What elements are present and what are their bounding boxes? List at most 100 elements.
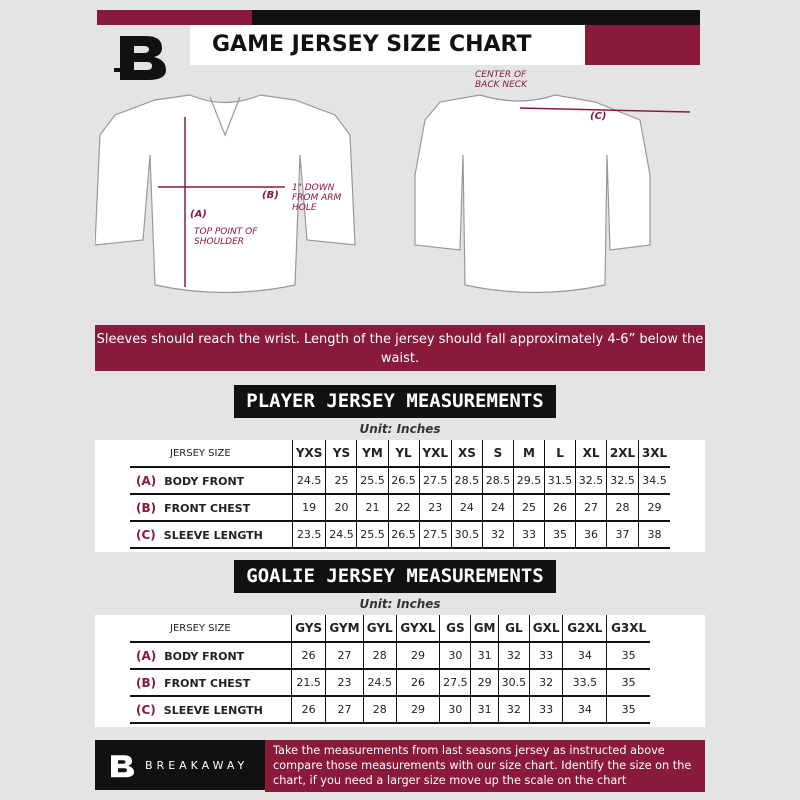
row-label: (C) SLEEVE LENGTH (130, 696, 292, 724)
table-row: (B) FRONT CHEST 19 20 21 22 23 24 24 25 26 27 28 29 (130, 494, 670, 522)
goalie-size-table: JERSEY SIZE GYS GYM GYL GYXL GS GM GL GXL G2XL G3X… (130, 615, 650, 724)
table-cell: 32 (497, 642, 530, 670)
row-name: BODY FRONT (164, 649, 245, 663)
table-cell: 31.5 (543, 467, 576, 495)
table-cell: 22 (387, 494, 420, 522)
footer-note: Take the measurements from last seasons … (265, 740, 705, 792)
row-name: SLEEVE LENGTH (163, 703, 263, 717)
table-cell: 23 (325, 669, 364, 697)
table-cell: 30.5 (497, 669, 530, 697)
size-column-header: GM (470, 615, 499, 643)
row-name: FRONT CHEST (164, 676, 251, 690)
brand-logo (114, 36, 166, 80)
table-row: (B) FRONT CHEST 21.5 23 24.5 26 27.5 29 30.5 32 33… (130, 669, 650, 697)
jersey-diagram (95, 94, 691, 294)
table-cell: 35 (606, 669, 650, 697)
table-row: (A) BODY FRONT 24.5 25 25.5 26.5 27.5 28.5 28.5 2… (130, 467, 670, 495)
row-key: (A) (136, 648, 157, 663)
top-bar-dark (252, 10, 700, 25)
row-key: (B) (136, 500, 157, 515)
table-cell: 29 (395, 642, 440, 670)
table-cell: 24 (481, 494, 514, 522)
table-cell: 21 (356, 494, 388, 522)
player-size-table: JERSEY SIZE YXS YS YM YL YXL XS S M L XL 2XL 3XL (A) B… (130, 440, 670, 549)
row-label: (C) SLEEVE LENGTH (130, 521, 293, 549)
label-c-note: CENTER OF BACK NECK (475, 70, 527, 90)
page-title: GAME JERSEY SIZE CHART (190, 25, 585, 65)
table-cell: 29.5 (512, 467, 545, 495)
label-b-note: 1" DOWN FROM ARM HOLE (292, 183, 342, 213)
goalie-table-panel: JERSEY SIZE GYS GYM GYL GYXL GS GM GL GXL G2XL G3X… (95, 615, 705, 727)
table-cell: 27.5 (418, 521, 452, 549)
size-header: JERSEY SIZE (130, 615, 292, 643)
size-header: JERSEY SIZE (130, 440, 293, 468)
title-accent-block (585, 25, 700, 65)
row-label: (B) FRONT CHEST (130, 494, 293, 522)
row-label: (B) FRONT CHEST (130, 669, 292, 697)
table-cell: 35 (606, 642, 650, 670)
table-cell: 26.5 (387, 467, 420, 495)
size-column-header: GYL (362, 615, 397, 643)
size-column-header: M (512, 440, 545, 468)
table-cell: 28.5 (450, 467, 483, 495)
table-cell: 26 (395, 669, 440, 697)
table-cell: 19 (291, 494, 326, 522)
measure-line-c (519, 107, 691, 113)
footer-brand-name: BREAKAWAY (145, 759, 249, 772)
table-cell: 25.5 (356, 521, 388, 549)
table-cell: 37 (606, 521, 639, 549)
size-column-header: 3XL (638, 440, 670, 468)
size-column-header: G2XL (562, 615, 607, 643)
row-name: BODY FRONT (164, 474, 245, 488)
size-column-header: S (481, 440, 514, 468)
table-cell: 32 (481, 521, 514, 549)
table-cell: 32.5 (575, 467, 607, 495)
table-cell: 33.5 (562, 669, 607, 697)
row-label: (A) BODY FRONT (130, 467, 293, 495)
size-column-header: XL (575, 440, 607, 468)
table-cell: 21.5 (291, 669, 326, 697)
table-cell: 33 (512, 521, 545, 549)
table-cell: 28.5 (481, 467, 514, 495)
goalie-section-title: GOALIE JERSEY MEASUREMENTS (234, 560, 556, 593)
table-cell: 27.5 (418, 467, 452, 495)
size-column-header: GYS (291, 615, 326, 643)
size-column-header: G3XL (606, 615, 650, 643)
table-cell: 28 (362, 696, 397, 724)
table-cell: 28 (362, 642, 397, 670)
back-jersey (414, 94, 651, 294)
size-column-header: GYM (325, 615, 364, 643)
table-cell: 34.5 (638, 467, 670, 495)
size-column-header: L (543, 440, 576, 468)
table-cell: 33 (528, 696, 563, 724)
table-cell: 26 (543, 494, 576, 522)
table-cell: 29 (638, 494, 670, 522)
size-column-header: GXL (528, 615, 563, 643)
label-b: (B) (262, 190, 279, 201)
table-header-row: JERSEY SIZE YXS YS YM YL YXL XS S M L XL 2XL 3XL (130, 440, 670, 468)
footer-logo-icon (111, 755, 134, 778)
label-a: (A) (190, 209, 207, 220)
table-cell: 31 (470, 642, 499, 670)
table-cell: 20 (325, 494, 357, 522)
table-cell: 30 (439, 642, 471, 670)
size-column-header: YXL (418, 440, 452, 468)
row-key: (C) (136, 527, 156, 542)
table-cell: 28 (606, 494, 639, 522)
table-cell: 29 (470, 669, 499, 697)
front-jersey (95, 94, 356, 294)
table-header-row: JERSEY SIZE GYS GYM GYL GYXL GS GM GL GXL G2XL G3X… (130, 615, 650, 643)
size-column-header: YXS (291, 440, 326, 468)
table-cell: 38 (638, 521, 670, 549)
row-key: (B) (136, 675, 157, 690)
table-cell: 36 (575, 521, 607, 549)
player-section-title: PLAYER JERSEY MEASUREMENTS (234, 385, 556, 418)
table-row: (C) SLEEVE LENGTH 23.5 24.5 25.5 26.5 27.5 30.5… (130, 521, 670, 549)
row-name: SLEEVE LENGTH (163, 528, 263, 542)
top-bar-accent (97, 10, 252, 25)
table-cell: 27.5 (439, 669, 471, 697)
table-cell: 24.5 (325, 521, 357, 549)
table-cell: 24.5 (291, 467, 326, 495)
size-column-header: 2XL (606, 440, 639, 468)
row-key: (C) (136, 702, 156, 717)
